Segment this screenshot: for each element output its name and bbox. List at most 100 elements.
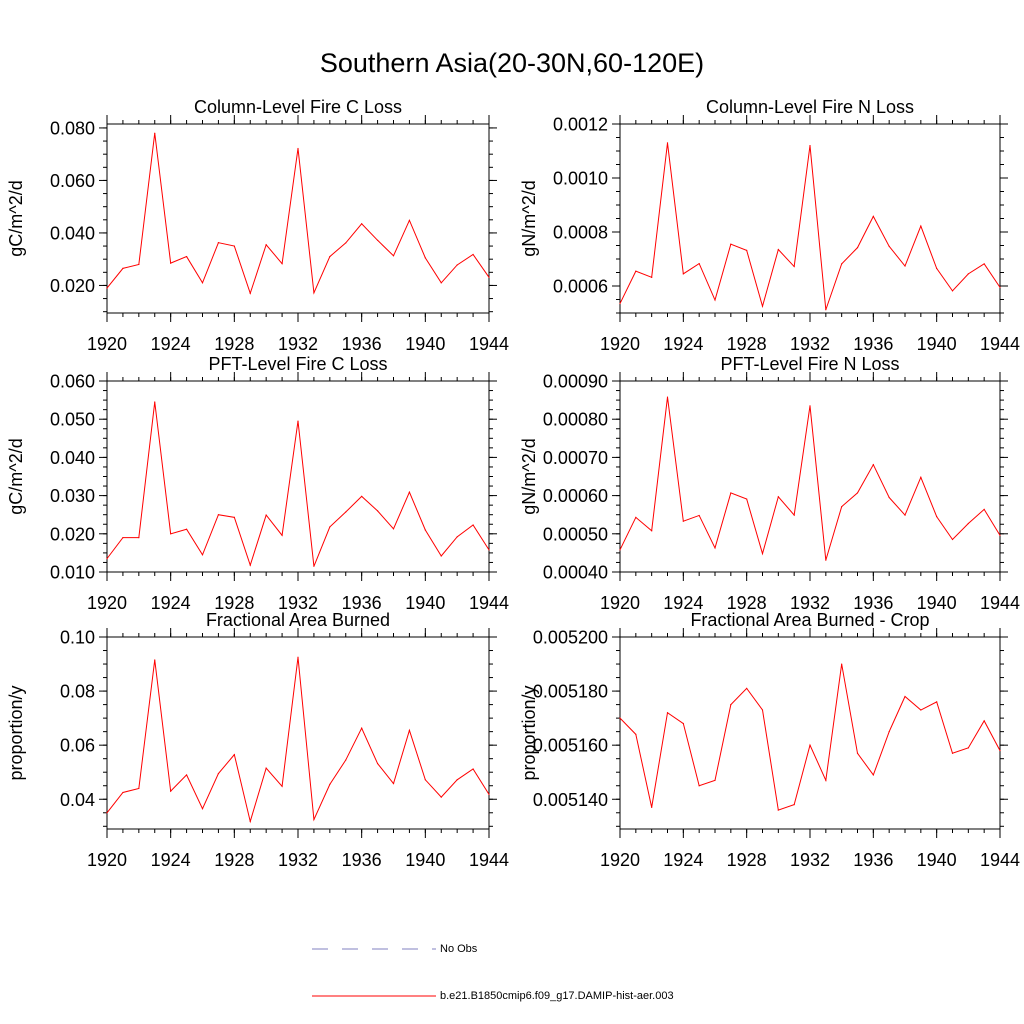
y-axis-label: proportion/y — [519, 685, 539, 780]
data-point — [983, 720, 985, 722]
data-point — [761, 305, 764, 307]
data-point — [408, 729, 411, 731]
data-point — [488, 793, 490, 795]
data-point — [201, 282, 204, 284]
data-point — [154, 132, 156, 134]
data-point — [698, 785, 700, 787]
x-tick-label: 1924 — [151, 334, 191, 354]
y-tick-label: 0.00080 — [543, 410, 608, 430]
y-tick-label: 0.00040 — [543, 563, 608, 583]
series-line — [619, 663, 1001, 811]
data-point — [793, 265, 795, 268]
data-point — [472, 768, 474, 770]
data-point — [201, 554, 204, 556]
data-point — [201, 808, 204, 810]
chart-panel-5: 0.04 0.06 0.08 0.10 1920 1924 1928 1932 1936 1940… — [6, 610, 509, 870]
data-point — [872, 464, 874, 466]
data-point — [329, 526, 331, 528]
legend-model-label: b.e21.B1850cmip6.f09_g17.DAMIP-hist-aer.… — [440, 990, 674, 1002]
chart-panel-6: 0.005140 0.005160 0.005180 0.005200 1920 1924… — [519, 610, 1020, 870]
data-point — [440, 796, 442, 798]
y-tick-label: 0.005160 — [533, 736, 608, 756]
data-point — [777, 248, 779, 251]
y-tick-label: 0.10 — [60, 628, 95, 648]
data-point — [730, 704, 732, 706]
chart-panel-3: 0.010 0.020 0.030 0.040 0.050 0.060 1920 1924 19… — [6, 354, 509, 613]
data-point — [345, 759, 347, 761]
data-point — [249, 820, 251, 823]
data-point — [841, 663, 843, 665]
y-tick-label: 0.010 — [50, 563, 95, 583]
data-point — [809, 744, 811, 746]
data-point — [122, 791, 124, 794]
data-point — [281, 785, 283, 787]
data-point — [746, 249, 748, 251]
data-point — [265, 767, 267, 769]
data-point — [138, 537, 140, 539]
chart-panel-4: 0.00040 0.00050 0.00060 0.00070 0.00080 0.000… — [519, 354, 1020, 613]
y-tick-label: 0.005180 — [533, 682, 608, 702]
data-point — [297, 420, 299, 422]
data-point — [825, 559, 827, 561]
data-point — [313, 818, 315, 821]
data-point — [265, 244, 267, 246]
series-line — [106, 657, 490, 824]
subplot-title: Column-Level Fire N Loss — [706, 97, 914, 117]
data-point — [730, 243, 732, 245]
y-tick-label: 0.00050 — [543, 524, 608, 544]
x-tick-label: 1932 — [278, 593, 318, 613]
data-point — [217, 514, 220, 516]
subplot-title: Fractional Area Burned - Crop — [690, 610, 929, 630]
x-tick-label: 1932 — [790, 593, 830, 613]
y-tick-label: 0.06 — [60, 736, 95, 756]
y-axis-label: gN/m^2/d — [519, 180, 539, 256]
data-point — [170, 262, 172, 264]
series-line — [106, 133, 490, 295]
data-point — [888, 731, 890, 733]
data-point — [329, 783, 331, 785]
data-point — [424, 529, 426, 531]
y-tick-label: 0.050 — [50, 410, 95, 430]
x-tick-label: 1940 — [917, 593, 957, 613]
y-tick-label: 0.040 — [50, 223, 95, 243]
data-point — [138, 263, 140, 266]
data-point — [714, 547, 716, 549]
x-tick-label: 1924 — [663, 334, 703, 354]
x-tick-label: 1944 — [980, 850, 1020, 870]
data-point — [392, 782, 395, 785]
plot-frame — [106, 380, 490, 573]
y-tick-label: 0.0010 — [553, 169, 608, 189]
x-tick-label: 1936 — [853, 593, 893, 613]
data-point — [682, 722, 684, 725]
x-tick-label: 1940 — [405, 850, 445, 870]
data-point — [345, 242, 347, 244]
data-point — [730, 492, 732, 494]
data-point — [999, 286, 1001, 288]
data-point — [809, 145, 811, 147]
data-point — [456, 264, 458, 266]
x-tick-label: 1924 — [151, 850, 191, 870]
x-tick-label: 1940 — [405, 334, 445, 354]
data-point — [936, 516, 938, 518]
data-point — [635, 733, 637, 735]
data-point — [185, 528, 188, 530]
y-tick-label: 0.08 — [60, 682, 95, 702]
data-point — [281, 534, 283, 536]
data-point — [619, 717, 621, 719]
data-point — [313, 565, 315, 567]
data-point — [983, 508, 985, 510]
x-tick-label: 1920 — [87, 593, 127, 613]
data-point — [456, 779, 458, 781]
data-point — [361, 495, 363, 497]
data-point — [281, 263, 283, 265]
data-point — [967, 273, 969, 275]
data-point — [936, 267, 938, 270]
x-tick-label: 1932 — [790, 334, 830, 354]
data-point — [154, 401, 156, 403]
data-point — [106, 287, 108, 289]
x-tick-label: 1928 — [214, 593, 254, 613]
data-point — [217, 772, 220, 775]
data-point — [793, 804, 795, 806]
x-tick-label: 1944 — [469, 334, 509, 354]
